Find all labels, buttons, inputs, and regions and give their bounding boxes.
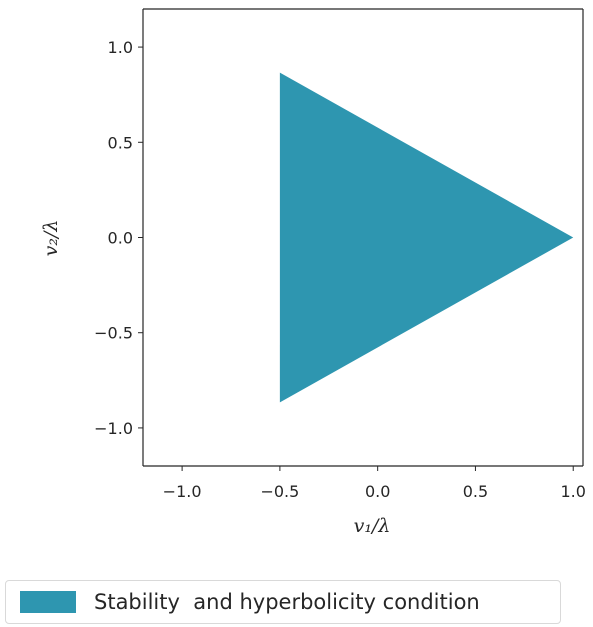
x-tick-label: −0.5 xyxy=(260,482,299,501)
y-tick-label: 0.0 xyxy=(108,229,133,248)
x-axis-ticks: −1.0 −0.5 0.0 0.5 1.0 xyxy=(163,466,586,501)
legend: Stability and hyperbolicity condition xyxy=(5,580,561,624)
x-axis-label: v₁/λ xyxy=(354,515,391,537)
y-tick-label: 0.5 xyxy=(108,133,133,152)
region-0 xyxy=(279,72,574,403)
x-tick-label: 0.0 xyxy=(365,482,390,501)
plot-area xyxy=(142,8,584,467)
legend-entry-label: Stability and hyperbolicity condition xyxy=(94,590,480,614)
y-tick-label: 1.0 xyxy=(108,38,133,57)
y-tick-label: −1.0 xyxy=(94,419,133,438)
x-tick-label: 0.5 xyxy=(463,482,488,501)
legend-swatch xyxy=(20,591,76,613)
y-axis-label: v₂/λ xyxy=(40,220,62,257)
y-tick-label: −0.5 xyxy=(94,324,133,343)
x-tick-label: −1.0 xyxy=(163,482,202,501)
y-axis-ticks: 1.0 0.5 0.0 −0.5 −1.0 xyxy=(94,38,143,438)
chart: −1.0 −0.5 0.0 0.5 1.0 1.0 0.5 0.0 −0.5 −1.0 v₁/λ… xyxy=(40,8,586,537)
x-tick-label: 1.0 xyxy=(560,482,585,501)
